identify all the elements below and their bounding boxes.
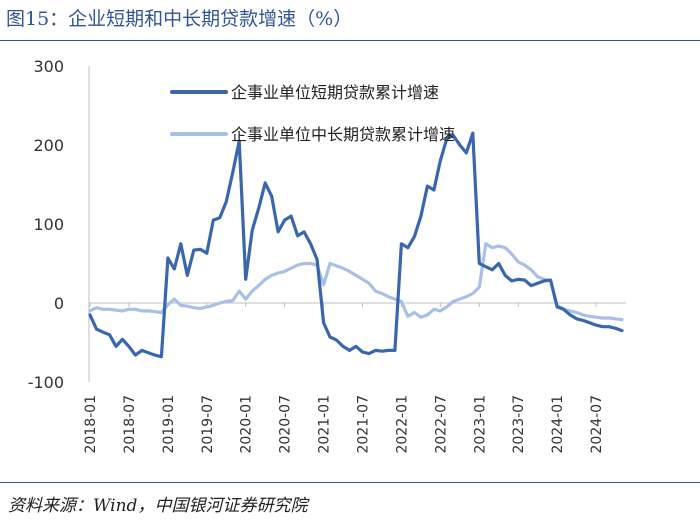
x-tick-label: 2024-01 bbox=[550, 395, 566, 454]
x-tick-label: 2020-01 bbox=[239, 395, 255, 454]
legend-label: 企事业单位中长期贷款累计增速 bbox=[231, 125, 455, 144]
x-tick-label: 2022-01 bbox=[394, 395, 410, 454]
x-tick-label: 2021-07 bbox=[355, 395, 371, 454]
y-axis: 300 200 100 0 -100 bbox=[28, 57, 90, 392]
x-tick-label: 2023-07 bbox=[511, 395, 527, 454]
x-tick-label: 2019-01 bbox=[161, 395, 177, 454]
y-tick-label: 200 bbox=[33, 136, 64, 155]
x-tick-label: 2018-01 bbox=[83, 395, 99, 454]
legend-label: 企事业单位短期贷款累计增速 bbox=[231, 83, 439, 102]
y-tick-label: 300 bbox=[33, 57, 64, 76]
x-tick-label: 2024-07 bbox=[589, 395, 605, 454]
x-tick-label: 2018-07 bbox=[122, 395, 138, 454]
chart-title: 图15：企业短期和中长期贷款增速（%） bbox=[6, 8, 353, 30]
y-tick-label: 100 bbox=[33, 215, 64, 234]
source-note: 资料来源：Wind，中国银河证券研究院 bbox=[8, 496, 308, 516]
x-axis: 2018-01 2018-07 2019-01 2019-07 2020-01 2020-… bbox=[83, 302, 626, 454]
line-chart: 300 200 100 0 -100 2018-01 2018-07 2019-01 2019… bbox=[28, 57, 626, 454]
y-tick-label: 0 bbox=[54, 294, 64, 313]
series-lines bbox=[88, 131, 624, 359]
x-tick-label: 2020-07 bbox=[278, 395, 294, 454]
y-tick-label: -100 bbox=[28, 373, 64, 392]
x-tick-label: 2023-01 bbox=[472, 395, 488, 454]
title-divider bbox=[0, 40, 700, 41]
series-line-long-term bbox=[88, 242, 624, 322]
series-line-short-term bbox=[88, 131, 624, 359]
x-tick-label: 2021-01 bbox=[317, 395, 333, 454]
footer-divider bbox=[0, 482, 700, 483]
x-tick-label: 2019-07 bbox=[200, 395, 216, 454]
x-tick-label: 2022-07 bbox=[433, 395, 449, 454]
